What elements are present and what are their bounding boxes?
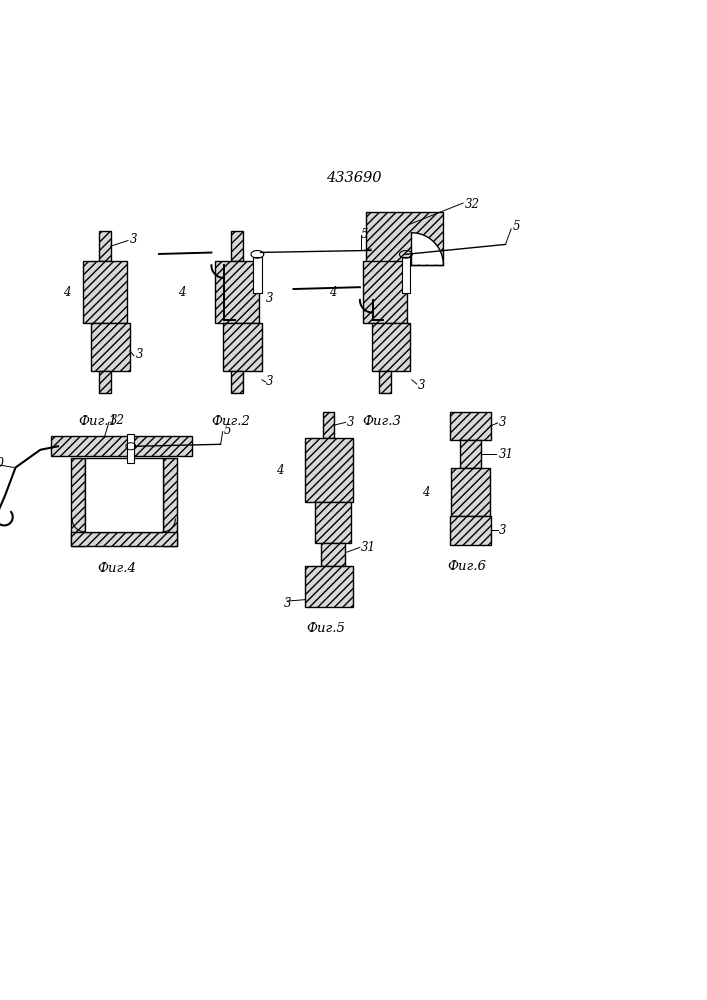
Text: 31: 31 xyxy=(498,448,513,461)
Bar xyxy=(127,434,134,463)
Text: 3: 3 xyxy=(136,348,143,361)
Text: 4: 4 xyxy=(423,486,430,499)
Bar xyxy=(223,323,262,371)
Text: 3: 3 xyxy=(499,416,507,429)
Text: 3: 3 xyxy=(499,524,507,537)
Bar xyxy=(163,458,177,546)
Text: Фиг.5: Фиг.5 xyxy=(306,622,344,635)
Text: 3: 3 xyxy=(347,416,355,429)
Bar xyxy=(366,212,443,265)
Text: Фиг.6: Фиг.6 xyxy=(448,560,486,573)
Bar xyxy=(305,438,353,502)
Text: 5: 5 xyxy=(513,220,520,233)
Text: 3: 3 xyxy=(266,292,274,305)
Text: Фиг.1: Фиг.1 xyxy=(78,415,117,428)
Text: 4: 4 xyxy=(178,286,186,299)
Bar xyxy=(230,231,243,261)
Bar xyxy=(402,257,410,293)
Bar xyxy=(460,440,481,468)
Text: Фиг.2: Фиг.2 xyxy=(212,415,250,428)
Bar xyxy=(230,371,243,393)
Bar xyxy=(71,458,85,546)
Bar xyxy=(450,516,491,545)
Bar xyxy=(315,502,351,543)
Bar xyxy=(321,543,346,566)
Bar xyxy=(51,436,192,456)
Bar xyxy=(98,231,110,261)
Text: 32: 32 xyxy=(464,198,479,211)
Bar xyxy=(98,371,110,393)
Text: 32: 32 xyxy=(110,414,125,427)
Bar xyxy=(305,566,353,607)
Text: 3: 3 xyxy=(418,379,425,392)
Bar xyxy=(90,323,130,371)
Text: 4: 4 xyxy=(276,464,284,477)
Text: 4: 4 xyxy=(63,286,71,299)
Text: 5: 5 xyxy=(361,228,368,241)
Text: 5: 5 xyxy=(224,424,232,437)
Text: 31: 31 xyxy=(361,541,376,554)
Bar xyxy=(451,468,490,516)
Bar xyxy=(323,412,334,438)
Text: 3: 3 xyxy=(284,597,291,610)
Text: Фиг.4: Фиг.4 xyxy=(98,562,136,575)
Bar xyxy=(450,412,491,440)
Text: Фиг.3: Фиг.3 xyxy=(363,415,401,428)
Bar xyxy=(85,458,163,532)
Bar xyxy=(71,532,177,546)
Bar xyxy=(363,261,407,323)
Bar xyxy=(253,257,262,293)
Bar xyxy=(215,261,259,323)
Text: 4: 4 xyxy=(329,286,337,299)
Bar xyxy=(372,323,411,371)
Bar xyxy=(83,261,127,323)
Wedge shape xyxy=(411,233,443,265)
Text: 10: 10 xyxy=(0,457,4,470)
Text: 3: 3 xyxy=(130,233,138,246)
Text: 433690: 433690 xyxy=(326,171,381,185)
Bar xyxy=(380,371,392,393)
Text: 3: 3 xyxy=(266,375,274,388)
